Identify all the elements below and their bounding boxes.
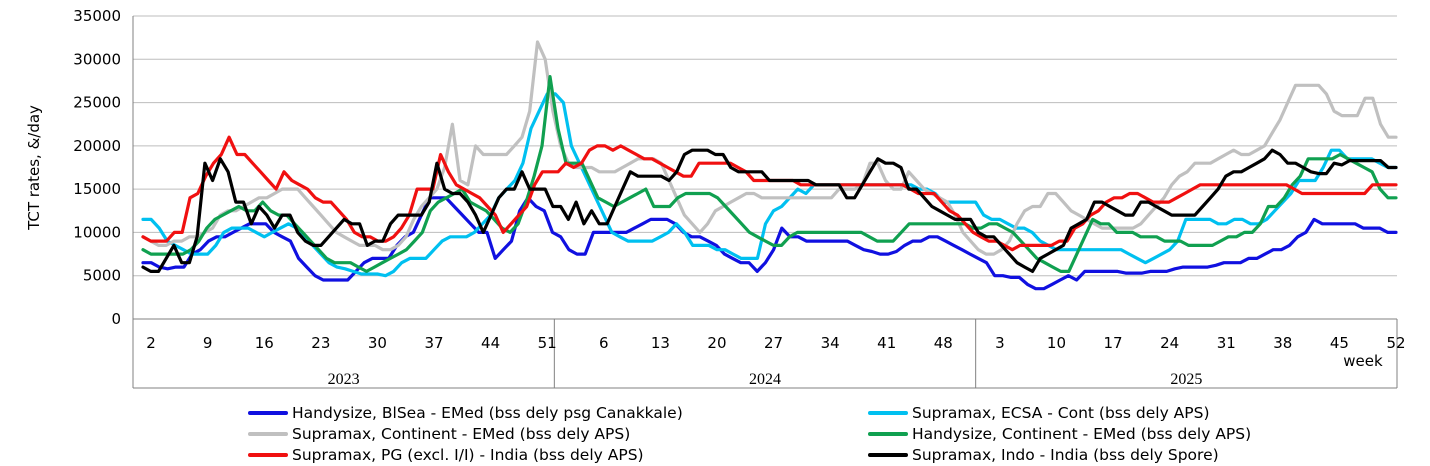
- x-axis-label: week: [1343, 352, 1383, 370]
- legend-label: Handysize, Continent - EMed (bss dely AP…: [912, 424, 1252, 443]
- legend-swatch: [868, 431, 908, 436]
- y-tick-label: 10000: [73, 223, 121, 241]
- x-tick-label: 45: [1330, 334, 1349, 352]
- legend-item: Supramax, Indo - India (bss dely Spore): [868, 444, 1388, 465]
- year-label: 2023: [328, 371, 360, 388]
- series-lines: [141, 40, 1398, 291]
- x-tick-label: 52: [1386, 334, 1405, 352]
- legend-item: Handysize, Continent - EMed (bss dely AP…: [868, 423, 1388, 444]
- x-tick-label: 48: [934, 334, 953, 352]
- x-tick-label: 20: [707, 334, 726, 352]
- legend-label: Supramax, ECSA - Cont (bss dely APS): [912, 403, 1210, 422]
- x-tick-label: 37: [424, 334, 443, 352]
- y-tick-label: 35000: [73, 7, 121, 25]
- year-labels: 2023 2024 2025: [328, 371, 1203, 388]
- y-tick-label: 25000: [73, 94, 121, 112]
- legend-swatch: [868, 410, 908, 415]
- legend-swatch: [248, 431, 288, 436]
- y-axis-label: TCT rates, &/day: [25, 105, 43, 231]
- x-tick-label: 2: [146, 334, 156, 352]
- legend-item: Supramax, ECSA - Cont (bss dely APS): [868, 402, 1388, 423]
- legend-item: Handysize, BlSea - EMed (bss dely psg Ca…: [248, 402, 868, 423]
- y-tick-label: 20000: [73, 137, 121, 155]
- y-tick-label: 15000: [73, 180, 121, 198]
- legend: Handysize, BlSea - EMed (bss dely psg Ca…: [248, 402, 1388, 465]
- x-tick-label: 10: [1047, 334, 1066, 352]
- x-tick-label: 9: [203, 334, 213, 352]
- legend-label: Supramax, Continent - EMed (bss dely APS…: [292, 424, 631, 443]
- legend-item: Supramax, Continent - EMed (bss dely APS…: [248, 423, 868, 444]
- x-tick-label: 6: [599, 334, 609, 352]
- x-tick-label: 38: [1273, 334, 1292, 352]
- legend-swatch: [868, 452, 908, 457]
- x-tick-label: 30: [368, 334, 387, 352]
- x-tick-label: 27: [764, 334, 783, 352]
- gridlines: [133, 15, 1397, 277]
- y-tick-labels: 0 5000 10000 15000 20000 25000 30000 35000: [73, 7, 121, 328]
- x-tick-label: 16: [255, 334, 274, 352]
- year-label: 2025: [1170, 371, 1202, 388]
- x-tick-label: 17: [1104, 334, 1123, 352]
- legend-item: Supramax, PG (excl. I/I) - India (bss de…: [248, 444, 868, 465]
- legend-label: Handysize, BlSea - EMed (bss dely psg Ca…: [292, 403, 683, 422]
- series-line-2: [141, 92, 1398, 278]
- legend-swatch: [248, 410, 288, 415]
- y-tick-label: 30000: [73, 50, 121, 68]
- series-line-4: [141, 74, 1398, 273]
- x-tick-label: 3: [995, 334, 1005, 352]
- y-tick-label: 0: [111, 310, 121, 328]
- x-tick-label: 13: [651, 334, 670, 352]
- x-tick-label: 24: [1160, 334, 1179, 352]
- year-label: 2024: [749, 371, 781, 388]
- series-line-6: [141, 148, 1398, 273]
- legend-swatch: [248, 452, 288, 457]
- series-line-3: [141, 40, 1398, 256]
- series-line-1: [141, 196, 1398, 291]
- x-tick-labels: 2 9 16 23 30 37 44 51 6 13 20 27 34 41 48 3 10 17 24 31 38 45…: [146, 334, 1405, 352]
- x-tick-label: 44: [481, 334, 500, 352]
- legend-label: Supramax, PG (excl. I/I) - India (bss de…: [292, 445, 644, 464]
- axes: [132, 16, 1398, 389]
- x-tick-label: 23: [311, 334, 330, 352]
- x-tick-label: 31: [1217, 334, 1236, 352]
- y-tick-label: 5000: [83, 267, 121, 285]
- x-tick-label: 41: [877, 334, 896, 352]
- legend-label: Supramax, Indo - India (bss dely Spore): [912, 445, 1219, 464]
- x-tick-label: 51: [538, 334, 557, 352]
- x-tick-label: 34: [821, 334, 840, 352]
